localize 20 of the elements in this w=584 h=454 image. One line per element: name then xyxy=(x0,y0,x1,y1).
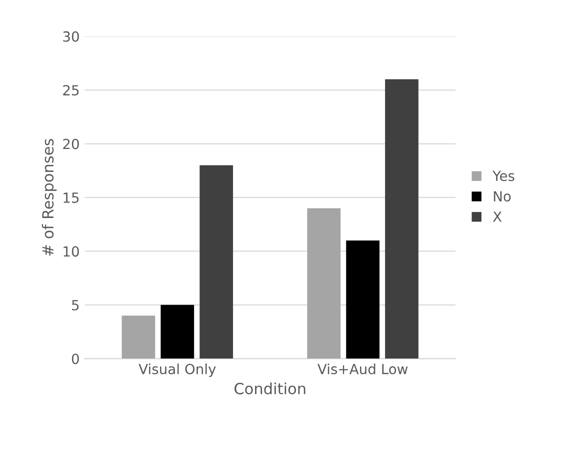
y-axis-title: # of Responses xyxy=(42,138,57,256)
x-tick-label: Visual Only xyxy=(138,364,216,377)
y-tick-label: 0 xyxy=(72,354,79,364)
x-tick-label: Vis+Aud Low xyxy=(318,364,408,374)
bar xyxy=(200,165,234,359)
y-tick-label: 5 xyxy=(72,300,79,310)
bar xyxy=(122,316,156,359)
y-tick-label: 10 xyxy=(64,246,79,257)
y-tick-label: 20 xyxy=(63,138,79,150)
legend-label: Yes xyxy=(492,170,514,182)
bar xyxy=(346,240,380,359)
y-tick-label: 25 xyxy=(63,85,79,96)
bar xyxy=(307,208,341,359)
y-tick-label: 30 xyxy=(63,31,79,42)
x-axis-title: Condition xyxy=(234,382,306,394)
legend-label: No xyxy=(494,191,511,202)
bar xyxy=(160,304,194,359)
y-tick-label: 15 xyxy=(64,192,79,203)
legend-label: X xyxy=(492,212,502,222)
bar xyxy=(385,79,418,359)
